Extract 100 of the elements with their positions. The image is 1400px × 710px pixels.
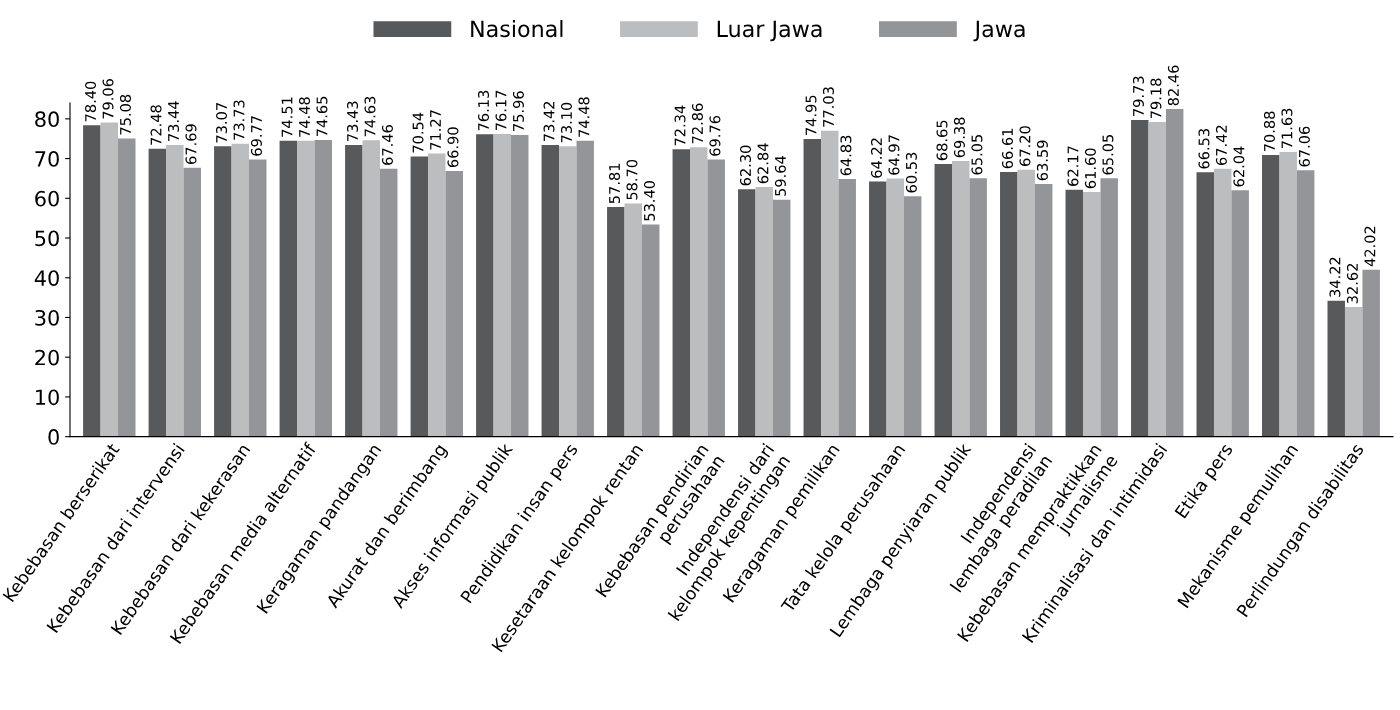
data-label: 66.90	[447, 127, 459, 168]
data-label: 62.04	[1233, 146, 1245, 187]
data-label: 72.48	[150, 105, 162, 145]
data-label: 70.54	[412, 112, 424, 153]
bar	[738, 189, 756, 437]
bar	[1000, 172, 1018, 437]
bar	[493, 134, 511, 437]
data-label: 67.46	[381, 125, 393, 165]
data-label: 79.18	[1150, 78, 1162, 119]
bar	[707, 159, 725, 437]
legend-label: Luar Jawa	[717, 20, 822, 42]
bar	[1100, 178, 1118, 437]
data-label: 74.65	[316, 96, 328, 137]
data-label: 62.84	[757, 143, 769, 184]
bar	[934, 163, 952, 437]
data-label: 73.43	[347, 101, 359, 141]
bar	[1344, 307, 1363, 437]
bar	[772, 199, 791, 437]
bar	[1165, 109, 1184, 437]
data-label: 67.42	[1215, 125, 1227, 166]
data-label: 63.59	[1036, 140, 1048, 181]
bar	[641, 224, 660, 437]
y-tick-label: 80	[35, 111, 59, 128]
data-label: 67.06	[1298, 126, 1310, 167]
data-label: 78.40	[85, 81, 97, 122]
bar	[821, 130, 839, 437]
data-label: 74.95	[805, 95, 817, 135]
bar	[476, 134, 494, 437]
y-tick-label: 30	[35, 309, 59, 326]
bar	[1034, 184, 1053, 437]
bar	[541, 144, 560, 437]
bar	[1262, 155, 1280, 437]
data-label: 69.38	[953, 117, 965, 158]
bar	[297, 140, 315, 437]
bar	[231, 143, 250, 437]
bar	[314, 140, 332, 437]
bar	[1148, 122, 1166, 437]
bar	[428, 153, 446, 437]
data-label: 71.27	[429, 110, 441, 150]
data-label: 76.13	[478, 90, 490, 131]
bar	[118, 138, 136, 437]
legend-label: Jawa	[973, 20, 1025, 42]
data-label: 73.07	[216, 103, 228, 143]
bar	[576, 140, 594, 437]
bar	[1279, 152, 1297, 437]
data-label: 61.60	[1084, 148, 1096, 189]
y-tick-label: 0	[48, 429, 59, 445]
bar	[1065, 189, 1083, 437]
data-label: 32.62	[1346, 264, 1358, 304]
bar	[838, 179, 856, 437]
data-label: 73.42	[543, 101, 555, 142]
data-label: 68.65	[936, 120, 948, 161]
legend-label: Nasional	[471, 20, 563, 38]
data-label: 60.53	[905, 152, 917, 193]
bar	[83, 125, 101, 437]
bar	[362, 140, 381, 437]
bar	[1131, 119, 1149, 437]
bar	[279, 140, 298, 437]
bar	[183, 167, 201, 437]
bar	[166, 144, 184, 437]
data-label: 58.70	[626, 159, 638, 200]
data-label: 65.05	[971, 134, 983, 175]
data-label: 74.63	[364, 96, 376, 137]
data-label: 75.96	[512, 91, 524, 131]
y-tick-label: 10	[36, 389, 59, 406]
data-label: 79.06	[102, 78, 114, 119]
bar	[607, 206, 625, 437]
data-label: 64.83	[840, 135, 852, 176]
data-label: 67.69	[185, 124, 197, 164]
data-label: 57.81	[608, 163, 621, 204]
bar	[869, 181, 887, 437]
bar	[1213, 168, 1232, 437]
y-tick-label: 20	[35, 349, 59, 366]
data-label: 66.61	[1001, 128, 1013, 169]
bar	[1362, 269, 1380, 437]
bar	[690, 147, 708, 437]
data-label: 62.17	[1067, 146, 1079, 186]
data-label: 75.08	[119, 94, 131, 135]
bar	[755, 187, 773, 437]
data-label: 34.22	[1329, 257, 1341, 297]
bar	[1296, 170, 1315, 437]
bar	[511, 134, 529, 437]
data-label: 72.34	[674, 105, 686, 146]
bar	[100, 122, 119, 437]
y-tick-label: 70	[35, 151, 59, 167]
bar	[672, 149, 691, 437]
data-label: 74.48	[298, 97, 311, 137]
bar	[903, 196, 922, 437]
data-label: 73.44	[167, 101, 180, 141]
data-label: 64.97	[888, 135, 900, 175]
data-label: 72.86	[691, 103, 703, 144]
data-label: 59.64	[774, 156, 786, 196]
bar	[148, 148, 167, 437]
y-tick-label: 50	[35, 230, 59, 247]
bar	[1327, 300, 1345, 437]
bar	[803, 138, 822, 437]
data-label: 42.02	[1364, 226, 1376, 267]
bar	[410, 156, 429, 437]
bar	[624, 203, 642, 437]
data-label: 79.73	[1132, 76, 1144, 116]
